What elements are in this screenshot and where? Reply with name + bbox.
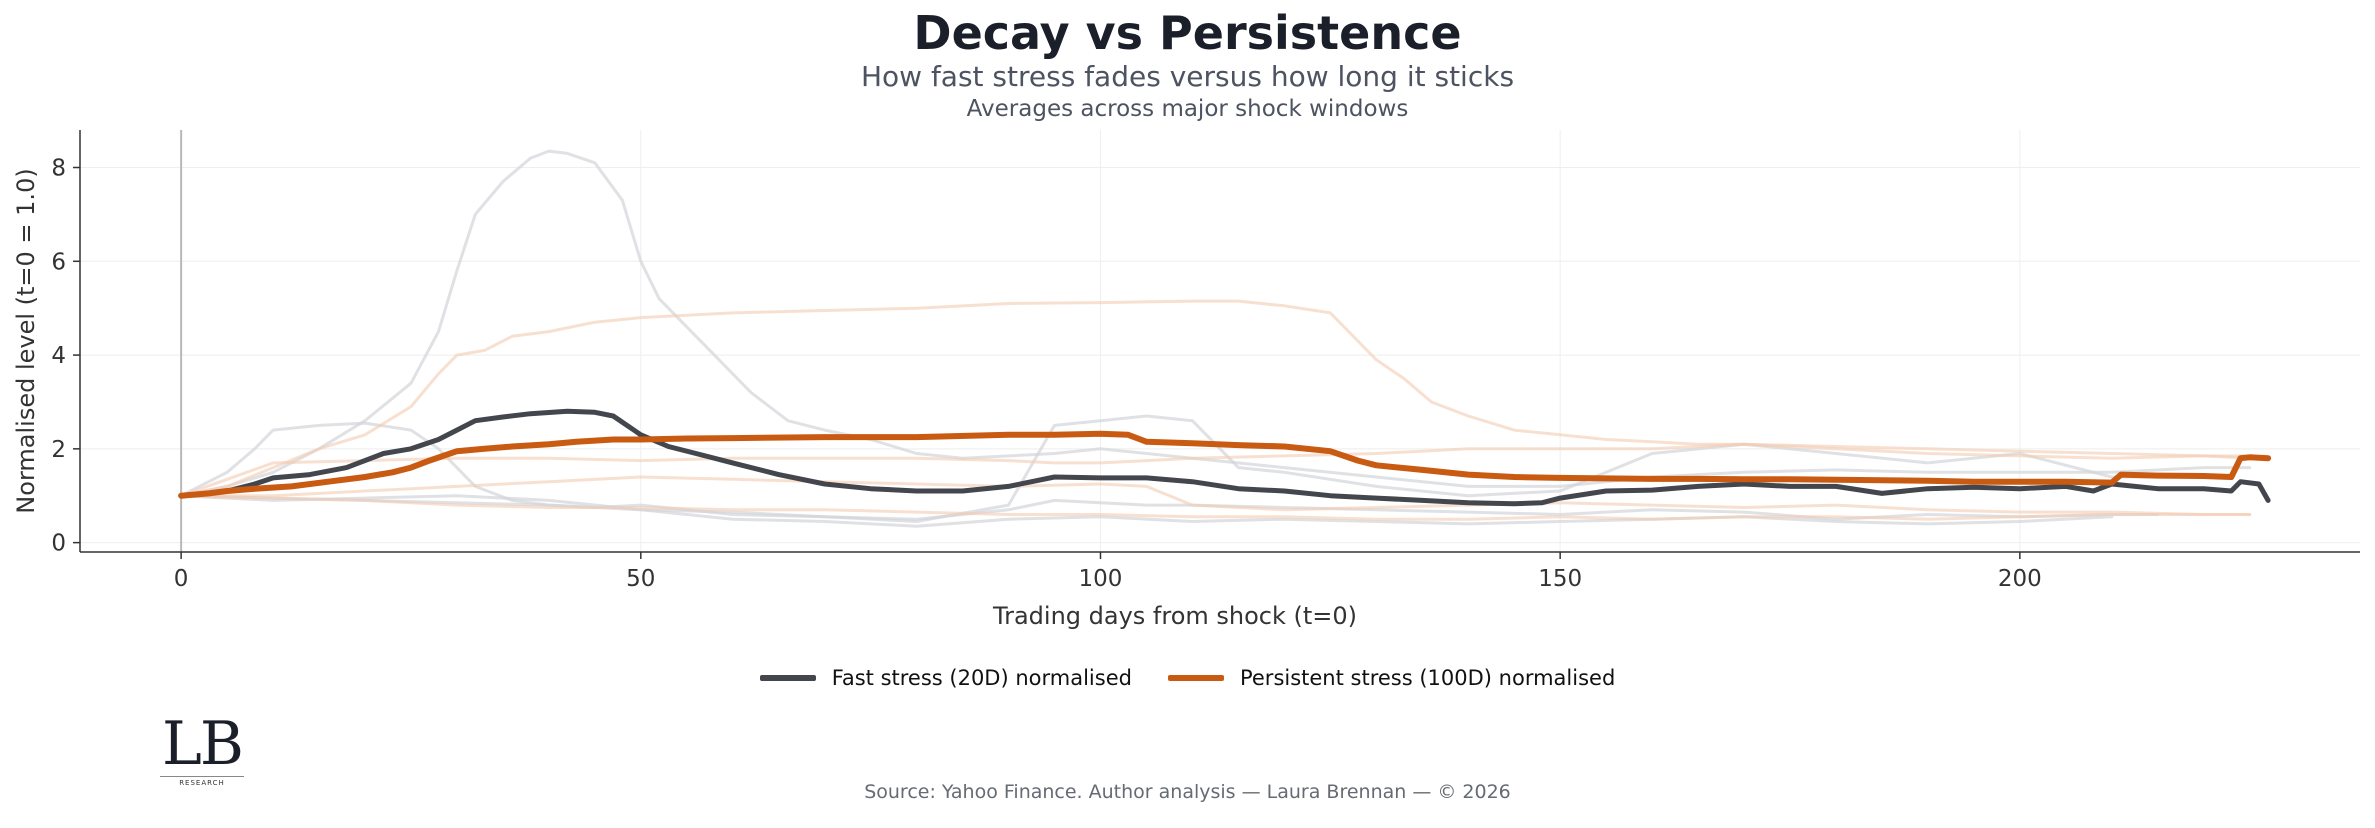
series-line-bg_orange-7 xyxy=(179,442,2252,498)
x-tick-label: 150 xyxy=(1538,566,1582,592)
y-axis-title: Normalised level (t=0 = 1.0) xyxy=(12,168,40,513)
series-line-bg_gray-4 xyxy=(179,414,2206,523)
x-tick-label: 200 xyxy=(1998,566,2042,592)
series-line-bg_gray-2 xyxy=(179,149,2252,498)
chart-subtitle: How fast stress fades versus how long it… xyxy=(860,60,1515,93)
x-tick-label: 100 xyxy=(1079,566,1123,592)
legend-item-persistent: Persistent stress (100D) normalised xyxy=(1167,666,1616,690)
series-line-bg_orange-6 xyxy=(179,299,2252,498)
legend-label-fast: Fast stress (20D) normalised xyxy=(831,666,1132,690)
legend: Fast stress (20D) normalised Persistent … xyxy=(0,666,2375,690)
legend-swatch-persistent xyxy=(1167,675,1224,681)
chart-title: Decay vs Persistence xyxy=(913,6,1462,60)
logo-mark: LB xyxy=(162,709,244,779)
chart-subsubtitle: Averages across major shock windows xyxy=(966,96,1409,122)
y-tick-label: 8 xyxy=(51,156,66,182)
series-line-bg_orange-9 xyxy=(179,494,2252,521)
lb-research-logo: LB RESEARCH xyxy=(160,712,244,787)
y-tick-label: 6 xyxy=(51,249,66,275)
series-line-fast-0 xyxy=(178,408,2271,507)
x-tick-label: 0 xyxy=(174,566,189,592)
x-axis-title: Trading days from shock (t=0) xyxy=(992,602,1357,630)
series-line-persistent-1 xyxy=(178,430,2272,499)
y-tick-label: 2 xyxy=(51,437,66,463)
legend-swatch-fast xyxy=(759,675,816,681)
source-note: Source: Yahoo Finance. Author analysis —… xyxy=(864,781,1511,803)
y-tick-label: 0 xyxy=(51,531,66,557)
logo-subtext: RESEARCH xyxy=(179,779,225,787)
legend-label-persistent: Persistent stress (100D) normalised xyxy=(1239,666,1616,690)
y-tick-label: 4 xyxy=(51,343,66,369)
x-tick-label: 50 xyxy=(626,566,655,592)
legend-item-fast: Fast stress (20D) normalised xyxy=(759,666,1132,690)
series-line-bg_gray-5 xyxy=(179,494,2114,528)
logo-divider xyxy=(160,776,244,777)
series-line-bg_orange-8 xyxy=(179,475,2252,516)
